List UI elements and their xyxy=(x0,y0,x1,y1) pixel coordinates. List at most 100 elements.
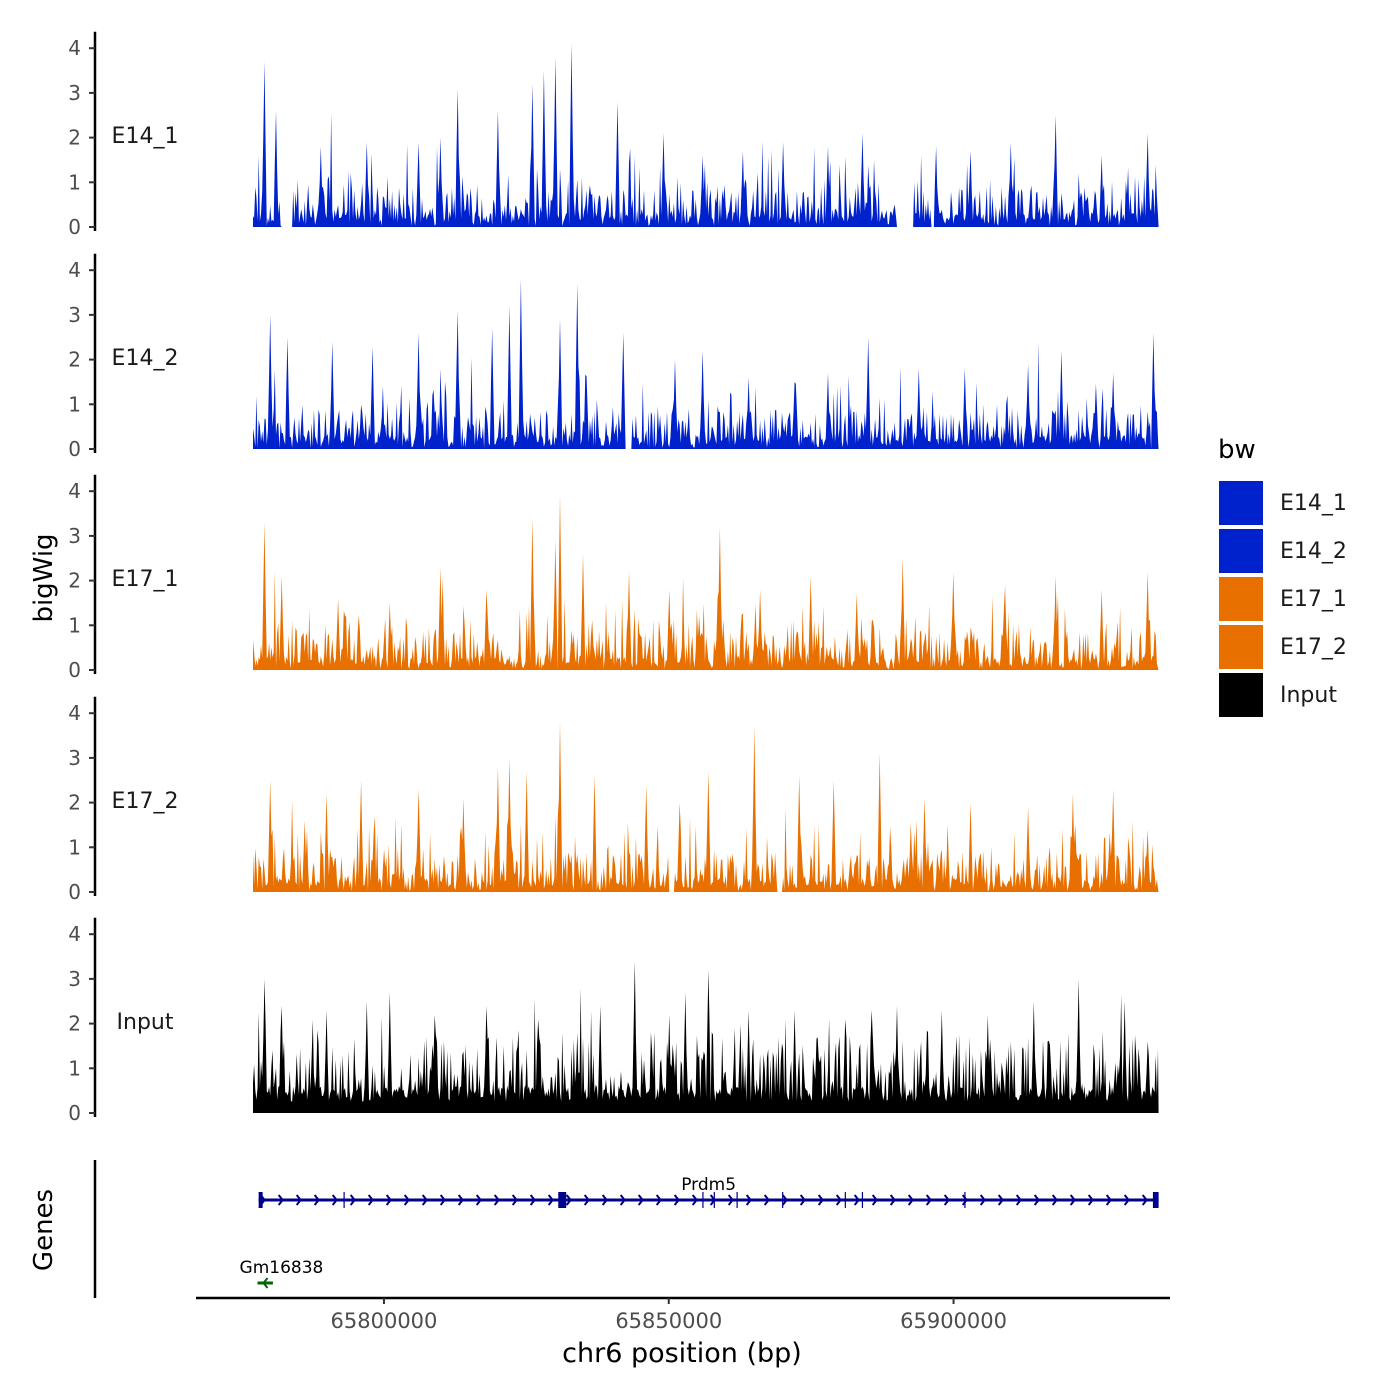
legend-swatch xyxy=(1217,527,1265,575)
strand-arrow xyxy=(1087,1194,1094,1206)
x-axis: 65800000 65850000 65900000 xyxy=(196,1296,1170,1333)
strand-arrow xyxy=(511,1194,518,1206)
gene-Prdm5: Prdm5 xyxy=(258,1175,1159,1208)
y-tick-label: 0 xyxy=(68,437,81,461)
exon xyxy=(558,1192,567,1208)
legend-entry-E17_2: E17_2 xyxy=(1217,623,1347,671)
strand-arrow xyxy=(673,1194,680,1206)
y-tick-label: 4 xyxy=(68,36,81,60)
y-tick-label: 2 xyxy=(68,1012,81,1036)
x-axis-title: chr6 position (bp) xyxy=(562,1338,802,1369)
track-label: E14_2 xyxy=(112,346,179,371)
exon xyxy=(258,1192,263,1208)
strand-arrow xyxy=(1033,1194,1040,1206)
track-Input: 0 1 2 3 4 Input xyxy=(68,917,1159,1125)
y-tick-label: 2 xyxy=(68,126,81,150)
y-tick-label: 3 xyxy=(68,524,81,548)
strand-arrow xyxy=(925,1194,932,1206)
strand-arrow xyxy=(763,1194,770,1206)
strand-arrow xyxy=(889,1194,896,1206)
strand-arrow xyxy=(367,1194,374,1206)
y-tick-label: 3 xyxy=(68,303,81,327)
strand-arrow xyxy=(691,1194,698,1206)
strand-arrow xyxy=(1105,1194,1112,1206)
legend-swatch xyxy=(1217,671,1265,719)
strand-arrow xyxy=(349,1194,356,1206)
y-tick-label: 0 xyxy=(68,880,81,904)
x-tick-label: 65850000 xyxy=(615,1309,722,1333)
strand-arrow xyxy=(637,1194,644,1206)
strand-arrow xyxy=(943,1194,950,1206)
strand-arrow xyxy=(493,1194,500,1206)
y-tick-label: 4 xyxy=(68,479,81,503)
strand-arrow xyxy=(547,1194,554,1206)
coverage-area-E17_2 xyxy=(253,722,1159,892)
strand-arrow xyxy=(907,1194,914,1206)
strand-arrow xyxy=(1015,1194,1022,1206)
strand-arrow xyxy=(583,1194,590,1206)
coverage-area-E14_1 xyxy=(253,43,1159,228)
exon xyxy=(1152,1192,1159,1208)
legend-title: bw xyxy=(1218,435,1256,465)
y-tick-label: 1 xyxy=(68,1056,81,1080)
strand-arrow xyxy=(745,1194,752,1206)
strand-arrow xyxy=(421,1194,428,1206)
legend-swatch xyxy=(1217,479,1265,527)
strand-arrow xyxy=(565,1194,572,1206)
gene-label: Gm16838 xyxy=(240,1258,324,1278)
legend-label: E17_2 xyxy=(1280,635,1347,660)
y-tick-label: 4 xyxy=(68,922,81,946)
y-tick-label: 0 xyxy=(68,658,81,682)
strand-arrow xyxy=(529,1194,536,1206)
track-E14_1: 0 1 2 3 4 E14_1 xyxy=(68,31,1159,239)
track-label: E14_1 xyxy=(112,124,179,149)
y-tick-label: 2 xyxy=(68,569,81,593)
strand-arrow xyxy=(262,1277,269,1289)
y-tick-label: 2 xyxy=(68,791,81,815)
strand-arrow xyxy=(835,1194,842,1206)
strand-arrow xyxy=(655,1194,662,1206)
strand-arrow xyxy=(817,1194,824,1206)
legend-entry-E14_2: E14_2 xyxy=(1217,527,1347,575)
strand-arrow xyxy=(997,1194,1004,1206)
legend-swatch xyxy=(1217,575,1265,623)
strand-arrow xyxy=(331,1194,338,1206)
coverage-area-E17_1 xyxy=(253,495,1159,670)
y-tick-label: 3 xyxy=(68,967,81,991)
legend-label: E17_1 xyxy=(1280,587,1347,612)
strand-arrow xyxy=(295,1194,302,1206)
strand-arrow xyxy=(727,1194,734,1206)
strand-arrow xyxy=(439,1194,446,1206)
y-tick-label: 1 xyxy=(68,392,81,416)
gene-label: Prdm5 xyxy=(681,1175,736,1195)
y-tick-label: 3 xyxy=(68,746,81,770)
strand-arrow xyxy=(781,1194,788,1206)
coverage-area-E14_2 xyxy=(253,279,1159,449)
legend-entry-E17_1: E17_1 xyxy=(1217,575,1347,623)
y-tick-label: 0 xyxy=(68,215,81,239)
legend-entry-Input: Input xyxy=(1217,671,1337,719)
genes-panel: Prdm5 Gm16838 xyxy=(93,1160,1159,1298)
strand-arrow xyxy=(1123,1194,1130,1206)
strand-arrow xyxy=(457,1194,464,1206)
strand-arrow xyxy=(475,1194,482,1206)
legend-entry-E14_1: E14_1 xyxy=(1217,479,1347,527)
strand-arrow xyxy=(385,1194,392,1206)
genes-axis-title: Genes xyxy=(29,1189,59,1271)
strand-arrow xyxy=(277,1194,284,1206)
track-E14_2: 0 1 2 3 4 E14_2 xyxy=(68,253,1159,461)
strand-arrow xyxy=(853,1194,860,1206)
y-tick-label: 4 xyxy=(68,701,81,725)
track-label: Input xyxy=(117,1010,174,1035)
y-tick-label: 0 xyxy=(68,1101,81,1125)
legend-label: E14_1 xyxy=(1280,491,1347,516)
gene-Gm16838: Gm16838 xyxy=(240,1258,324,1289)
legend-swatch xyxy=(1217,623,1265,671)
y-tick-label: 1 xyxy=(68,170,81,194)
x-tick-label: 65800000 xyxy=(331,1309,438,1333)
y-tick-label: 4 xyxy=(68,258,81,282)
strand-arrow xyxy=(1069,1194,1076,1206)
strand-arrow xyxy=(403,1194,410,1206)
strand-arrow xyxy=(1141,1194,1148,1206)
